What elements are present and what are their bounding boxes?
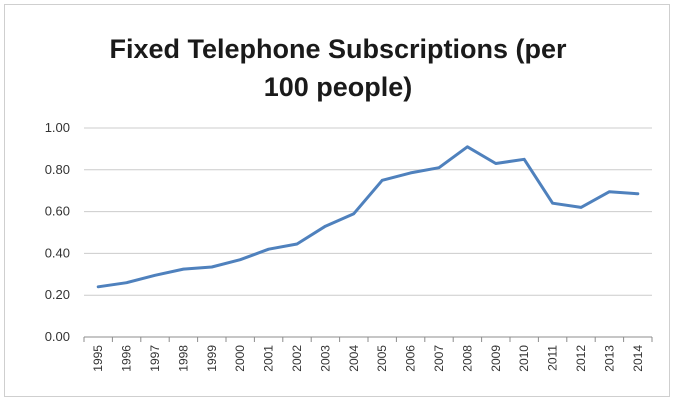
- x-tick-label: 2004: [347, 345, 361, 372]
- x-tick-label: 1996: [120, 345, 134, 372]
- data-point: [608, 190, 611, 193]
- chart-frame: [4, 4, 670, 397]
- data-point: [239, 258, 242, 261]
- y-tick-label: 0.00: [45, 329, 70, 344]
- y-tick-label: 0.20: [45, 287, 70, 302]
- data-point: [579, 206, 583, 209]
- x-tick-label: 2002: [290, 345, 304, 372]
- x-tick-label: 2013: [602, 345, 616, 372]
- x-tick-label: 1999: [205, 345, 219, 372]
- data-point: [551, 202, 554, 205]
- data-point: [295, 242, 299, 246]
- data-point: [182, 267, 185, 271]
- data-point: [267, 248, 270, 251]
- y-tick-label: 0.80: [45, 162, 70, 177]
- x-tick-label: 2005: [375, 345, 389, 372]
- x-tick-label: 2009: [489, 345, 503, 372]
- x-tick-label: 2001: [262, 345, 276, 372]
- y-tick-label: 0.40: [45, 245, 70, 260]
- series-line: [96, 145, 640, 289]
- data-point: [409, 171, 412, 175]
- series-group: [96, 145, 640, 289]
- x-tick-label: 2007: [432, 345, 446, 372]
- data-point: [636, 192, 639, 196]
- chart-title-line-2: 100 people): [263, 72, 413, 102]
- data-point: [125, 281, 128, 284]
- x-tick-label: 2008: [460, 345, 474, 372]
- x-axis: [83, 337, 653, 342]
- data-point: [324, 225, 327, 228]
- y-axis-tick-labels: 0.00 0.20 0.40 0.60 0.80 1.00: [45, 120, 70, 344]
- data-point: [523, 158, 526, 161]
- y-tick-label: 0.60: [45, 204, 70, 219]
- gridlines: [84, 127, 652, 338]
- chart-title-line-1: Fixed Telephone Subscriptions (per: [109, 34, 567, 64]
- x-tick-label: 2014: [631, 345, 645, 372]
- x-tick-label: 2006: [404, 345, 418, 372]
- x-tick-label: 2003: [318, 345, 332, 372]
- data-point: [97, 285, 100, 289]
- data-point: [437, 166, 441, 169]
- chart-title: Fixed Telephone Subscriptions (per 100 p…: [0, 30, 676, 106]
- x-tick-label: 1998: [176, 345, 190, 372]
- data-point: [352, 212, 355, 215]
- x-tick-label: 2010: [517, 345, 531, 372]
- data-point: [210, 265, 213, 269]
- data-point: [381, 179, 384, 182]
- data-point: [153, 274, 157, 277]
- x-axis-tick-labels: 1995 1996 1997 1998 1999 2000 2001 2002 2003 2004…: [91, 345, 645, 372]
- data-point: [494, 162, 497, 165]
- y-tick-label: 1.00: [45, 120, 70, 135]
- data-point: [466, 145, 469, 149]
- x-tick-label: 2011: [546, 345, 560, 371]
- x-tick-label: 2000: [233, 345, 247, 372]
- x-tick-label: 1997: [148, 345, 162, 372]
- x-tick-label: 1995: [91, 345, 105, 372]
- x-tick-label: 2012: [574, 345, 588, 372]
